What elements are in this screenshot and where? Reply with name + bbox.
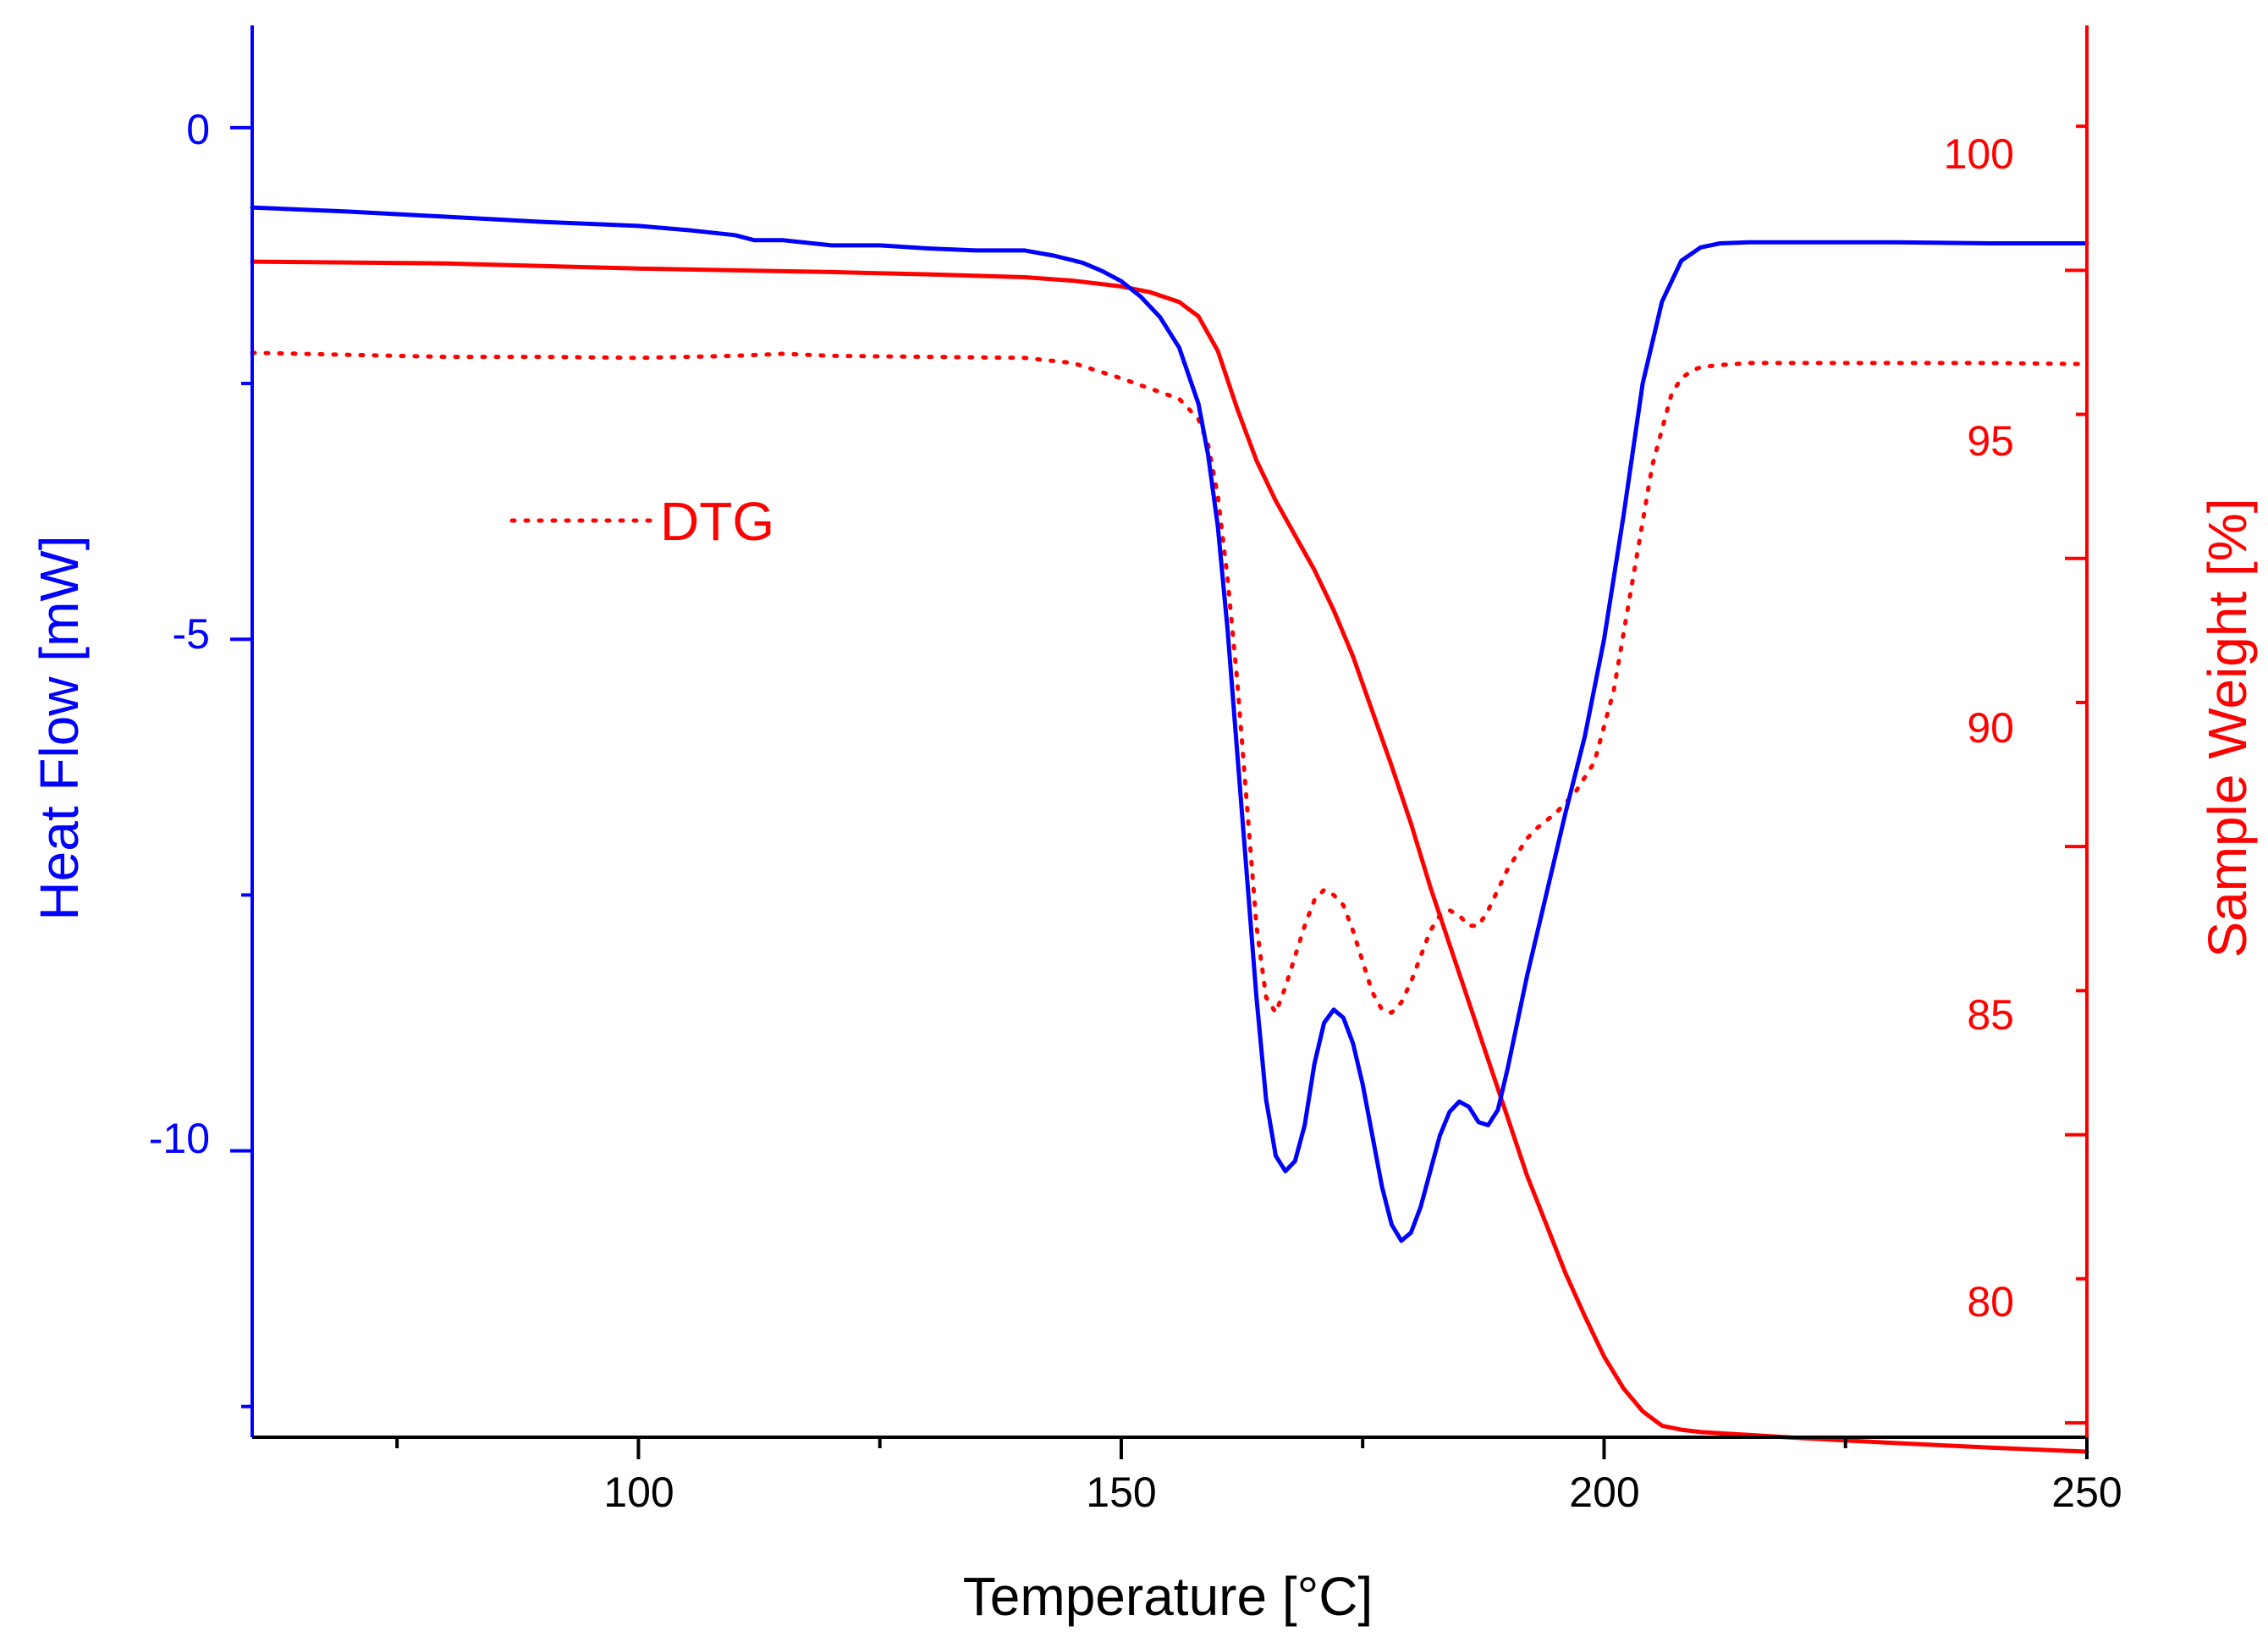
right-ticks <box>2065 124 2087 1425</box>
x-tick-label: 150 <box>1086 1469 1156 1516</box>
data-series <box>250 205 2089 1454</box>
sample-weight-line <box>250 259 2089 1454</box>
right-tick-label: 90 <box>1967 704 2014 752</box>
heat-flow-line <box>250 205 2089 1243</box>
x-tick-label: 250 <box>2051 1469 2122 1516</box>
x-tick-label: 200 <box>1569 1469 1639 1516</box>
right-tick-label: 85 <box>1967 991 2014 1039</box>
left-ticks <box>230 125 252 1408</box>
right-tick-label: 80 <box>1967 1278 2014 1326</box>
left-tick-label: -10 <box>149 1115 210 1162</box>
left-tick-label: -5 <box>173 610 210 658</box>
left-tick-label: 0 <box>186 106 210 153</box>
left-axis-title: Heat Flow [mW] <box>29 535 90 920</box>
right-axis-title: Sample Weight [%] <box>2197 498 2258 957</box>
right-tick-label: 100 <box>1944 130 2014 178</box>
legend-dtg-label: DTG <box>660 491 774 552</box>
right-tick-label: 95 <box>1967 417 2014 465</box>
x-tick-label: 100 <box>603 1469 674 1516</box>
x-ticks <box>395 1437 2089 1459</box>
x-axis-title: Temperature [°C] <box>963 1566 1373 1627</box>
